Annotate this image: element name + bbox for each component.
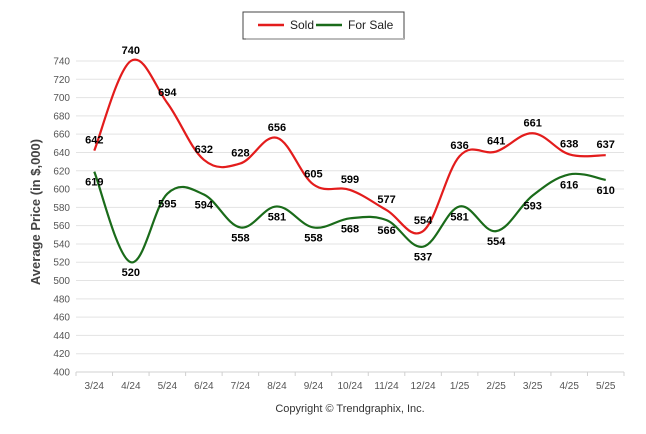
- y-tick-label: 480: [53, 294, 70, 305]
- x-tick-label: 3/25: [523, 381, 543, 392]
- series-lines: [93, 58, 606, 264]
- x-tick-label: 10/24: [337, 381, 362, 392]
- legend-label-for-sale: For Sale: [348, 18, 394, 32]
- data-label-for-sale: 568: [341, 223, 359, 235]
- legend-label-sold: Sold: [290, 18, 314, 32]
- x-tick-label: 4/25: [559, 381, 579, 392]
- data-label-sold: 628: [231, 147, 249, 159]
- data-label-sold: 636: [450, 140, 468, 152]
- y-tick-label: 420: [53, 349, 70, 360]
- y-tick-label: 720: [53, 75, 70, 86]
- data-labels: 642 740 694 632 628 656 605 599 577 554 636 641 661 6…: [85, 45, 615, 279]
- data-label-for-sale: 595: [158, 199, 176, 211]
- x-tick-label: 3/24: [85, 381, 105, 392]
- data-label-for-sale: 593: [523, 200, 541, 212]
- x-tick-label: 1/25: [450, 381, 470, 392]
- y-axis-label: Average Price (in $,000): [28, 139, 43, 285]
- y-tick-label: 740: [53, 57, 70, 68]
- legend: Sold For Sale: [242, 11, 405, 40]
- data-label-sold: 637: [597, 139, 615, 151]
- x-tick-label: 11/24: [374, 381, 399, 392]
- data-label-sold: 638: [560, 138, 578, 150]
- y-tick-label: 400: [53, 368, 70, 379]
- y-tick-label: 620: [53, 166, 70, 177]
- data-label-for-sale: 520: [122, 267, 140, 279]
- x-tick-label: 6/24: [194, 381, 214, 392]
- y-tick-label: 600: [53, 185, 70, 196]
- data-label-for-sale: 581: [450, 211, 468, 223]
- x-tick-label: 5/24: [158, 381, 178, 392]
- y-tick-label: 700: [53, 93, 70, 104]
- y-tick-label: 540: [53, 239, 70, 250]
- y-axis: 400 420 440 460 480 500 520 540 560 580 600 620 640 6…: [53, 57, 70, 379]
- x-tick-label: 2/25: [486, 381, 506, 392]
- data-label-for-sale: 581: [268, 211, 286, 223]
- y-tick-label: 460: [53, 313, 70, 324]
- data-label-sold: 740: [122, 45, 140, 57]
- data-label-for-sale: 537: [414, 252, 432, 264]
- data-label-sold: 599: [341, 174, 359, 186]
- data-label-sold: 554: [414, 215, 433, 227]
- y-tick-label: 500: [53, 276, 70, 287]
- data-label-sold: 656: [268, 122, 286, 134]
- y-tick-label: 520: [53, 258, 70, 269]
- x-tick-label: 7/24: [231, 381, 251, 392]
- data-label-sold: 605: [304, 168, 322, 180]
- data-label-sold: 694: [158, 87, 177, 99]
- y-tick-label: 440: [53, 331, 70, 342]
- y-tick-label: 680: [53, 111, 70, 122]
- data-label-for-sale: 566: [377, 225, 395, 237]
- data-label-sold: 661: [523, 117, 541, 129]
- y-tick-label: 660: [53, 130, 70, 141]
- data-label-for-sale: 619: [85, 177, 103, 189]
- data-label-sold: 642: [85, 135, 103, 147]
- series-line-sold: [93, 58, 606, 235]
- grid-lines: [76, 60, 624, 373]
- x-axis: 3/24 4/24 5/24 6/24 7/24 8/24 9/24 10/24 11/24 12…: [75, 371, 625, 392]
- copyright-footer: Copyright © Trendgraphix, Inc.: [275, 403, 424, 415]
- data-label-for-sale: 594: [195, 200, 214, 212]
- y-tick-label: 640: [53, 148, 70, 159]
- x-tick-label: 9/24: [304, 381, 324, 392]
- y-tick-label: 560: [53, 221, 70, 232]
- x-tick-label: 5/25: [596, 381, 616, 392]
- y-tick-label: 580: [53, 203, 70, 214]
- x-tick-label: 8/24: [267, 381, 287, 392]
- data-label-for-sale: 558: [231, 232, 249, 244]
- data-label-sold: 641: [487, 136, 505, 148]
- series-line-for-sale: [93, 171, 606, 264]
- data-label-for-sale: 610: [597, 185, 615, 197]
- data-label-for-sale: 554: [487, 236, 506, 248]
- data-label-for-sale: 616: [560, 179, 578, 191]
- data-label-sold: 577: [377, 194, 395, 206]
- x-tick-label: 12/24: [411, 381, 436, 392]
- x-tick-label: 4/24: [121, 381, 141, 392]
- data-label-for-sale: 558: [304, 232, 322, 244]
- data-label-sold: 632: [195, 144, 213, 156]
